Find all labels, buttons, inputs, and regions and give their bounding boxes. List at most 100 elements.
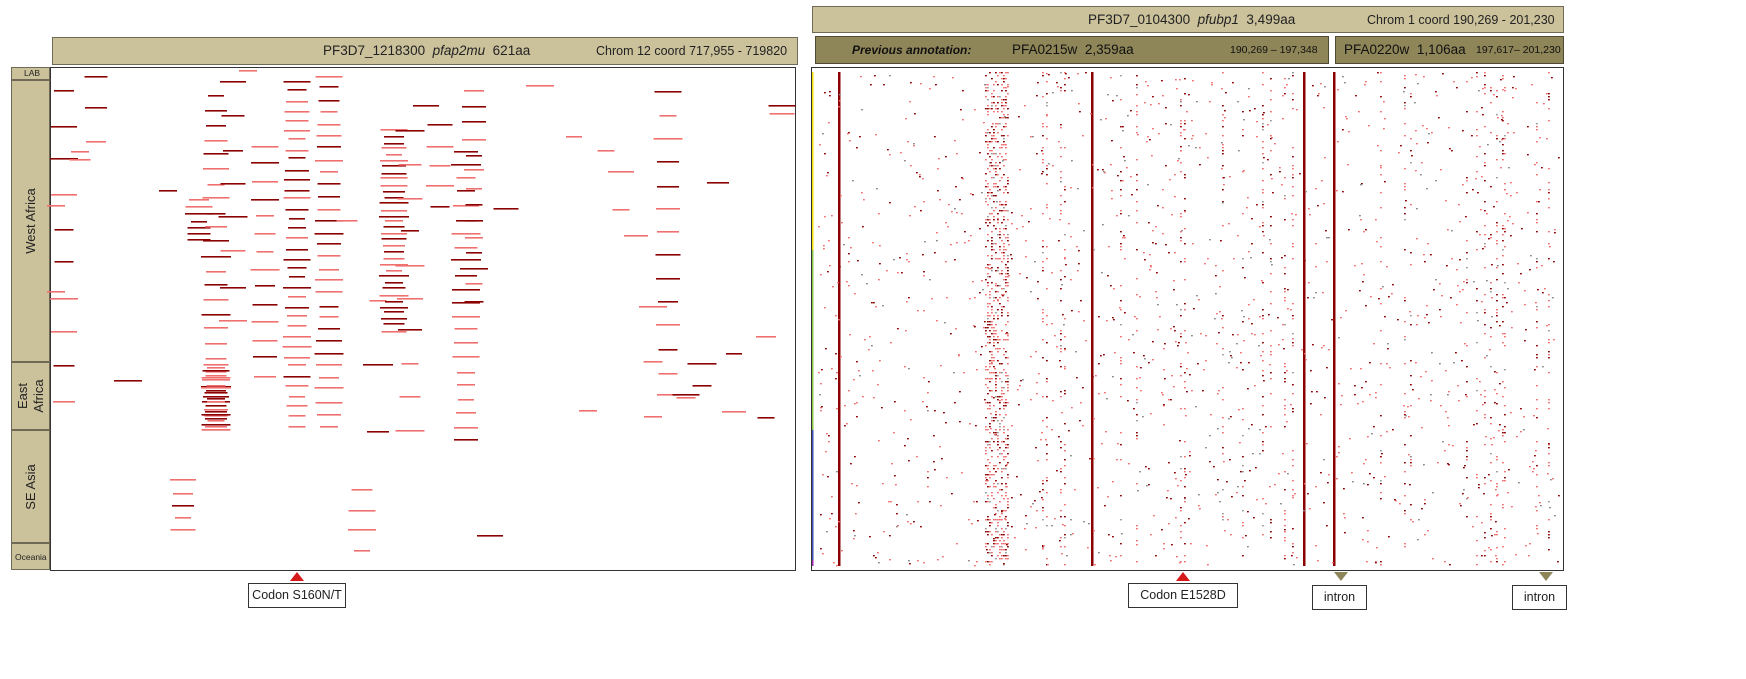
right-snp-dot (1292, 177, 1294, 179)
right-snp-dot (961, 213, 963, 215)
right-snp-dot (1315, 188, 1317, 190)
right-snp-dot (1198, 299, 1200, 301)
right-snp-dot (989, 474, 991, 476)
right-snp-dot (1262, 375, 1264, 377)
right-snp-dot (1496, 393, 1498, 395)
right-snp-dot (1093, 530, 1095, 532)
right-snp-dot (1501, 115, 1503, 117)
right-snp-dot (991, 378, 993, 380)
right-snp-dot (991, 177, 993, 179)
right-snp-dot (1499, 424, 1501, 426)
right-snp-dot (1007, 504, 1009, 506)
right-snp-dot (1466, 192, 1468, 194)
right-snp-dot (1005, 90, 1007, 92)
right-snp-dot (1177, 160, 1179, 162)
right-snp-dot (1338, 337, 1340, 339)
right-snp-dot (1281, 257, 1283, 259)
left-snp-tick (204, 392, 228, 394)
right-snp-dot (1001, 312, 1003, 314)
right-snp-dot (993, 357, 995, 359)
right-snp-dot (987, 369, 989, 371)
right-snp-dot (1120, 246, 1122, 248)
right-snp-dot (1315, 243, 1317, 245)
left-snp-tick (756, 336, 776, 338)
right-snp-dot (1259, 226, 1261, 228)
right-snp-dot (1149, 269, 1151, 271)
right-snp-dot (993, 330, 995, 332)
right-snp-dot (1120, 249, 1122, 251)
right-snp-dot (1337, 89, 1339, 91)
right-snp-dot (1242, 369, 1244, 371)
left-snp-tick (201, 386, 231, 388)
right-snp-dot (1184, 408, 1186, 410)
right-snp-dot (1483, 493, 1485, 495)
right-snp-dot (1184, 497, 1186, 499)
left-snp-tick (382, 165, 406, 167)
right-snp-dot (999, 363, 1001, 365)
right-snp-dot (1496, 222, 1498, 224)
right-snp-dot (1136, 84, 1138, 86)
right-snp-dot (823, 248, 825, 250)
right-snp-dot (1554, 515, 1556, 517)
right-snp-dot (1262, 168, 1264, 170)
right-snp-dot (993, 498, 995, 500)
right-snp-dot (991, 282, 993, 284)
left-snp-tick (50, 158, 78, 160)
right-snp-dot (1534, 164, 1536, 166)
right-snp-dot (882, 305, 884, 307)
right-snp-dot (936, 232, 938, 234)
right-snp-dot (1001, 252, 1003, 254)
right-snp-dot (1404, 339, 1406, 341)
left-snp-tick (462, 139, 486, 141)
right-snp-dot (1188, 518, 1190, 520)
right-snp-dot (1120, 444, 1122, 446)
right-snp-dot (1292, 168, 1294, 170)
right-snp-dot (1005, 375, 1007, 377)
right-snp-dot (1007, 546, 1009, 548)
right-snp-dot (991, 240, 993, 242)
right-snp-dot (1292, 459, 1294, 461)
right-snp-dot (1101, 272, 1103, 274)
left-snp-tick (381, 173, 407, 175)
right-snp-dot (1136, 414, 1138, 416)
left-snp-tick (187, 227, 211, 229)
right-snp-dot (1042, 123, 1044, 125)
right-snp-dot (995, 540, 997, 542)
right-snp-dot (1210, 414, 1212, 416)
right-snp-dot (894, 475, 896, 477)
right-snp-dot (1363, 274, 1365, 276)
left-snp-tick (454, 342, 478, 344)
right-snp-dot (1541, 167, 1543, 169)
right-snp-dot (1064, 147, 1066, 149)
right-snp-dot (1502, 396, 1504, 398)
right-snp-dot (1404, 213, 1406, 215)
right-snp-dot (1243, 170, 1245, 172)
right-snp-dot (1466, 180, 1468, 182)
left-snp-tick (172, 505, 194, 507)
right-snp-dot (1117, 443, 1119, 445)
right-snp-dot (1192, 80, 1194, 82)
right-snp-dot (1180, 171, 1182, 173)
right-snp-dot (1162, 394, 1164, 396)
right-snp-dot (989, 522, 991, 524)
right-snp-dot (987, 408, 989, 410)
left-snp-tick (185, 206, 213, 208)
right-snp-dot (1548, 354, 1550, 356)
right-snp-dot (896, 504, 898, 506)
right-snp-dot (826, 175, 828, 177)
right-snp-dot (1120, 555, 1122, 557)
right-snp-dot (1447, 229, 1449, 231)
right-snp-dot (1036, 510, 1038, 512)
right-snp-dot (858, 502, 860, 504)
right-snp-dot (985, 87, 987, 89)
right-snp-dot (1162, 189, 1164, 191)
right-snp-dot (1196, 295, 1198, 297)
right-snp-dot (1060, 279, 1062, 281)
right-snp-dot (1122, 237, 1124, 239)
right-snp-dot (1259, 316, 1261, 318)
left-snp-tick (397, 198, 423, 200)
right-snp-dot (1206, 545, 1208, 547)
right-snp-dot (1007, 300, 1009, 302)
right-snp-dot (1380, 96, 1382, 98)
right-snp-dot (1404, 444, 1406, 446)
